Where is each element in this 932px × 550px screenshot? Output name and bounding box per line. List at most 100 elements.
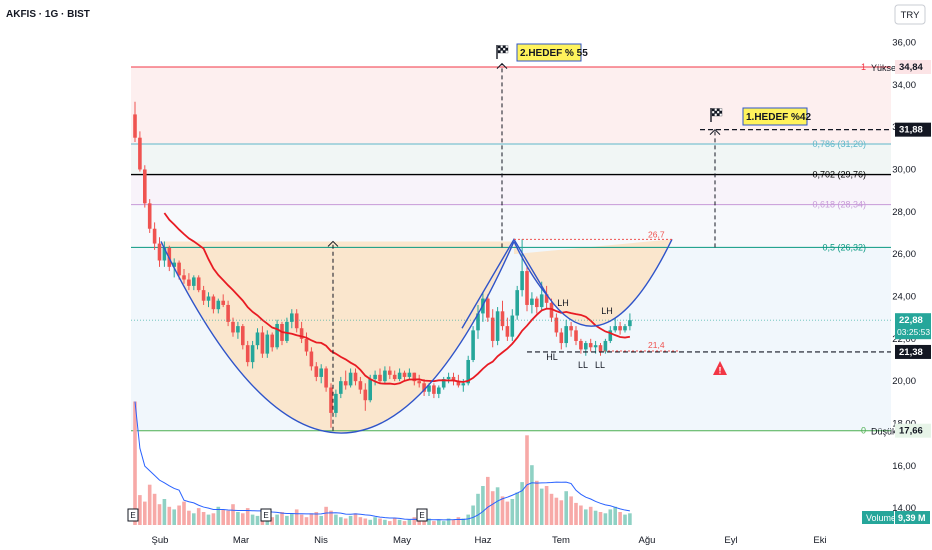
volume-bar (245, 508, 250, 525)
candle-body (270, 334, 274, 348)
volume-bar (368, 519, 372, 525)
pattern-label: LL (578, 360, 588, 370)
candle-body (603, 340, 608, 352)
volume-bar (152, 493, 157, 525)
volume-value-bg (895, 511, 930, 524)
fib-name: Yüksek (871, 63, 901, 73)
high-price-badge: 34,84 (899, 62, 923, 73)
pattern-label: LH (557, 298, 569, 308)
candle-body (412, 372, 417, 382)
candle-body (177, 262, 181, 276)
candle-body (628, 320, 632, 327)
candle-body (143, 169, 147, 204)
fib-zone (131, 174, 891, 205)
x-axis[interactable]: Şub Mar Nis May Haz Tem Ağu Eyl Eki (152, 535, 827, 546)
candle-body (334, 393, 338, 413)
flag-square (502, 45, 506, 49)
candle-body (588, 343, 593, 348)
candle-body (530, 298, 534, 305)
volume-bar (486, 476, 490, 525)
candle-body (383, 370, 387, 382)
candle-body (250, 345, 255, 363)
candle-body (564, 326, 568, 344)
volume-bar (363, 518, 368, 525)
volume-bar (348, 515, 353, 525)
candle-body (579, 340, 583, 350)
candle-body (500, 311, 505, 327)
warning-triangle (713, 361, 727, 375)
volume-bars (133, 401, 632, 525)
volume-bar (309, 513, 314, 525)
candle-body (368, 379, 372, 401)
fib-zone (131, 66, 891, 145)
volume-bar (446, 518, 451, 525)
volume-bar (231, 504, 235, 525)
candle-body (319, 368, 323, 377)
volume-bar (427, 518, 431, 525)
candle-body (290, 313, 294, 322)
candle-body (559, 332, 564, 344)
flag-square (500, 45, 504, 49)
earnings-label: E (419, 511, 424, 520)
flag-square (714, 113, 718, 117)
last-price-bg (895, 313, 931, 340)
candle-body (593, 345, 598, 348)
volume-name-bg (862, 511, 894, 524)
target1-price-badge-bg (895, 122, 931, 137)
candle-body (378, 374, 382, 382)
warning-mark: ! (719, 366, 722, 376)
flag-square (714, 108, 718, 112)
x-tick-label: Nis (314, 535, 328, 546)
candle-body (241, 326, 245, 346)
candle-body (339, 381, 343, 394)
flag-square (711, 113, 715, 117)
fib-zone (131, 144, 891, 175)
currency-button[interactable] (894, 4, 926, 25)
candle-body (196, 277, 201, 291)
candle-body (363, 389, 368, 401)
handle-fill (161, 239, 672, 327)
volume-bar (490, 491, 495, 525)
pattern-label: LL (595, 360, 605, 370)
volume-bar (422, 519, 426, 525)
volume-bar (417, 521, 421, 525)
volume-bar (334, 514, 338, 525)
volume-bar (339, 517, 343, 525)
volume-bar (466, 514, 470, 525)
last-price-label: 22,88 (899, 315, 923, 326)
candle-body (437, 387, 441, 394)
flag-square (719, 113, 723, 117)
candle-body (495, 311, 500, 341)
arrow-head (496, 62, 508, 69)
candle-body (584, 343, 588, 350)
fib-name: Düşük (871, 427, 897, 437)
volume-bar (236, 512, 240, 525)
target1-box (742, 107, 808, 126)
x-tick-label: Mar (233, 535, 249, 546)
x-tick-label: Tem (552, 535, 570, 546)
y-tick-label: 30,00 (892, 164, 916, 175)
candle-body (216, 300, 221, 310)
volume-bar (451, 519, 456, 525)
warning-icon: ! (713, 361, 727, 376)
target1-label: 1.HEDEF %42 (746, 112, 811, 123)
candle-body (608, 330, 613, 341)
candle-body (432, 385, 436, 394)
pattern-label: HL (546, 352, 558, 362)
y-tick-label: 36,00 (892, 37, 916, 48)
candle-body (510, 315, 515, 337)
candle-body (466, 359, 470, 384)
volume-bar (255, 515, 260, 525)
candle-body (525, 271, 529, 305)
volume-bar (510, 499, 515, 525)
candle-body (451, 376, 456, 382)
volume-bar (520, 482, 524, 525)
candle-body (476, 313, 480, 331)
volume-bar (584, 509, 588, 525)
candle-body (343, 381, 348, 386)
y-axis[interactable]: 14,0016,0018,0020,0022,0024,0026,0028,00… (892, 37, 916, 514)
volume-bar (226, 510, 230, 525)
volume-bar (280, 512, 284, 525)
